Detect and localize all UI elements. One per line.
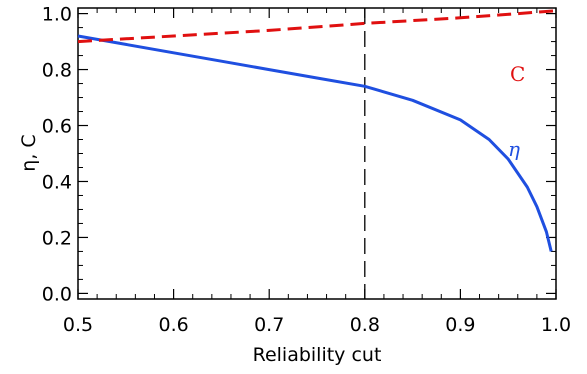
series-label-eta: η [508,137,520,161]
x-tick-label: 0.7 [254,314,284,336]
plot-frame [77,7,557,300]
y-tick-label: 0.0 [42,283,72,305]
series-label-c: C [510,62,525,86]
y-tick-label: 0.4 [42,171,72,193]
x-tick-label: 1.0 [541,314,571,336]
x-tick-label: 0.8 [350,314,380,336]
y-tick-label: 0.2 [42,227,72,249]
y-tick-label: 0.8 [42,60,72,82]
y-tick-label: 0.6 [42,116,72,138]
x-tick-label: 0.5 [63,314,93,336]
y-tick-label: 1.0 [42,4,72,26]
series-line-c [77,9,557,44]
x-axis-label: Reliability cut [253,344,382,366]
y-axis-label: η, C [18,134,40,171]
series-line-eta [77,34,553,252]
x-tick-label: 0.9 [445,314,475,336]
x-tick-label: 0.6 [158,314,188,336]
